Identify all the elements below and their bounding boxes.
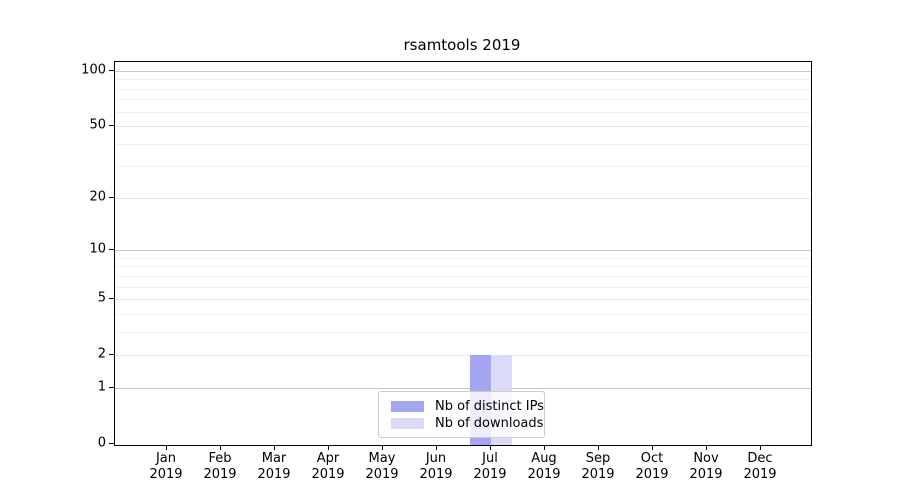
chart-title: rsamtools 2019	[403, 36, 521, 54]
x-tick-label: Apr 2019	[311, 451, 345, 482]
y-tick-mark	[109, 70, 114, 71]
x-tick-label: Nov 2019	[689, 451, 723, 482]
legend-label: Nb of downloads	[435, 415, 544, 431]
minor-gridline	[115, 257, 811, 259]
y-tick-mark	[109, 443, 114, 444]
y-tick-label: 0	[97, 435, 106, 451]
legend-label: Nb of distinct IPs	[435, 398, 544, 414]
plot-area	[114, 61, 812, 446]
x-tick-mark	[166, 445, 167, 450]
x-tick-mark	[706, 445, 707, 450]
major-gridline	[115, 299, 811, 301]
x-tick-mark	[760, 445, 761, 450]
x-tick-label: Feb 2019	[203, 451, 237, 482]
minor-gridline	[115, 266, 811, 268]
minor-gridline	[115, 88, 811, 90]
x-tick-label: Jul 2019	[473, 451, 507, 482]
x-tick-mark	[598, 445, 599, 450]
legend-entry-distinct-ips: Nb of distinct IPs	[391, 398, 544, 414]
x-tick-mark	[490, 445, 491, 450]
legend: Nb of distinct IPs Nb of downloads	[378, 391, 545, 438]
x-tick-label: May 2019	[365, 451, 399, 482]
minor-gridline	[115, 166, 811, 168]
x-tick-label: Sep 2019	[581, 451, 615, 482]
y-tick-label: 20	[89, 189, 106, 205]
minor-gridline	[115, 331, 811, 333]
x-tick-mark	[382, 445, 383, 450]
y-tick-label: 100	[81, 62, 106, 78]
major-gridline	[115, 250, 811, 252]
minor-gridline	[115, 313, 811, 315]
minor-gridline	[115, 79, 811, 81]
y-tick-mark	[109, 386, 114, 388]
x-tick-mark	[220, 445, 221, 450]
x-tick-label: Oct 2019	[635, 451, 669, 482]
x-tick-mark	[544, 445, 545, 450]
y-tick-label: 5	[97, 290, 106, 306]
major-gridline	[115, 387, 811, 389]
x-tick-label: Jan 2019	[149, 451, 183, 482]
minor-gridline	[115, 111, 811, 113]
legend-entry-downloads: Nb of downloads	[391, 415, 543, 431]
y-tick-mark	[109, 196, 114, 198]
x-tick-mark	[436, 445, 437, 450]
y-tick-label: 10	[89, 241, 106, 257]
y-tick-mark	[109, 249, 114, 251]
minor-gridline	[115, 143, 811, 145]
x-tick-label: Mar 2019	[257, 451, 291, 482]
y-tick-label: 1	[97, 379, 106, 395]
distinct-ips-swatch-icon	[391, 400, 424, 412]
y-tick-mark	[109, 298, 114, 300]
x-tick-label: Jun 2019	[419, 451, 453, 482]
x-tick-mark	[274, 445, 275, 450]
major-gridline	[115, 71, 811, 72]
x-tick-mark	[328, 445, 329, 450]
y-tick-mark	[109, 354, 114, 356]
y-tick-label: 50	[89, 117, 106, 133]
y-tick-mark	[109, 125, 114, 127]
major-gridline	[115, 355, 811, 357]
minor-gridline	[115, 286, 811, 288]
downloads-swatch-icon	[391, 417, 424, 429]
x-tick-label: Dec 2019	[743, 451, 777, 482]
x-tick-label: Aug 2019	[527, 451, 561, 482]
major-gridline	[115, 126, 811, 128]
minor-gridline	[115, 99, 811, 101]
x-tick-mark	[652, 445, 653, 450]
major-gridline	[115, 197, 811, 199]
y-tick-label: 2	[97, 346, 106, 362]
minor-gridline	[115, 275, 811, 277]
